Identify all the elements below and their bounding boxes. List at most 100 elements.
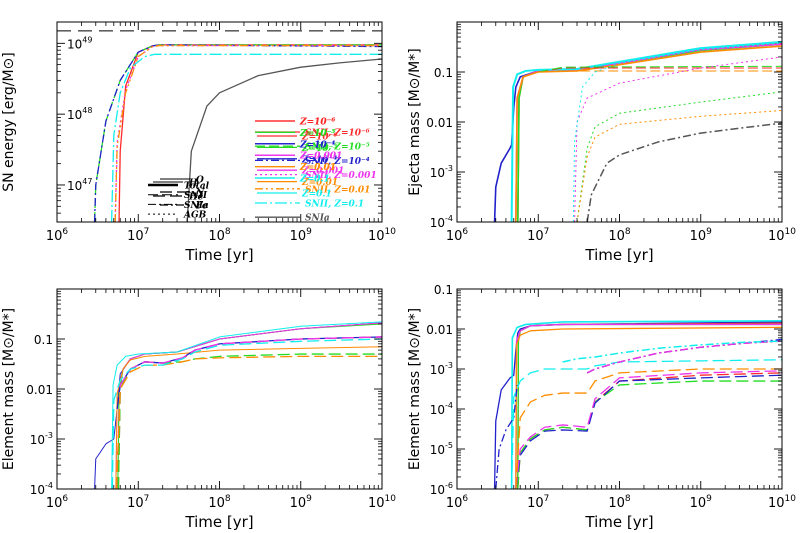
series-line [117, 323, 382, 489]
chart-ejecta-mass: 106 107 108 109 1010 10-4 10-3 0.01 0.1 Time [yr]… [148, 21, 796, 264]
legend-label: Z=0.1 [299, 175, 330, 185]
x-tick-label: 106 [46, 227, 69, 244]
x-tick-label: 107 [527, 227, 549, 244]
y-axis-label: Element mass [M⊙/M*] [1, 308, 17, 470]
x-tick-label: 107 [127, 494, 149, 511]
plot-frame [456, 21, 783, 223]
x-tick-label: 107 [527, 494, 549, 511]
x-tick-label: 1010 [768, 494, 796, 511]
legend-label: Z=10⁻⁴ [299, 140, 335, 150]
x-tick-label: 106 [446, 227, 469, 244]
series-line [115, 346, 382, 489]
plot-frame [56, 288, 383, 490]
style-legend-label: He [188, 193, 204, 203]
y-tick-label: 10-3 [430, 361, 453, 377]
chart-sn-energy: 106 107 108 109 1010 1047 1048 1049 Time [yr] SN … [1, 21, 396, 264]
series-line [562, 340, 782, 363]
x-tick-label: 108 [608, 494, 631, 511]
y-tick-label: 1049 [67, 35, 92, 51]
series-line [115, 355, 382, 489]
x-tick-label: 106 [46, 494, 69, 511]
series-line [117, 336, 382, 489]
series-line [111, 321, 382, 489]
x-tick-label: 109 [690, 494, 713, 511]
series-line [110, 53, 382, 222]
legend-label: Z=10⁻⁴ [301, 155, 337, 165]
legend-label: Z=0.01 [299, 163, 336, 173]
series-line [572, 42, 782, 222]
style-legend-label: AGB [183, 211, 207, 221]
y-axis-label: Ejecta mass [M⊙/M*] [407, 48, 423, 195]
legend-label: SNII, Z=10⁻⁶ [305, 129, 370, 139]
series-line [538, 70, 782, 73]
x-tick-label: 1010 [368, 227, 396, 244]
legend-label: SNII, Z=0.01 [305, 185, 370, 195]
x-tick-label: 106 [446, 494, 469, 511]
series-line [111, 338, 382, 489]
series-line [515, 368, 782, 489]
y-tick-label: 0.01 [426, 323, 453, 337]
y-tick-label: 10-4 [430, 401, 453, 417]
series-line [510, 320, 782, 489]
series-line [495, 384, 518, 489]
series-line [115, 336, 382, 489]
series-line [576, 109, 782, 222]
x-axis-label: Time [yr] [584, 513, 653, 531]
series-line [586, 340, 782, 374]
style-legend-label: O [196, 176, 204, 186]
x-tick-label: 108 [208, 494, 231, 511]
legend-label: Z=0.1 [299, 175, 330, 185]
series-line [510, 359, 782, 489]
y-tick-label: 1047 [67, 177, 92, 193]
y-tick-label: 0.1 [434, 66, 453, 80]
series-line [493, 321, 782, 489]
legend-label: SNIa [305, 214, 330, 224]
series-line [517, 322, 782, 489]
legend-label: Z=0.01 [301, 178, 338, 188]
series-line [517, 372, 782, 489]
x-tick-label: 107 [127, 227, 149, 244]
style-legend-label: Total [184, 182, 210, 192]
legend-label: SNII, Z=0.001 [305, 171, 377, 181]
x-tick-label: 109 [690, 227, 713, 244]
y-axis-label: Element mass [M⊙/M*] [407, 308, 423, 470]
y-axis-label: SN energy [erg/M⊙] [1, 52, 17, 192]
style-legend-label: Fe [195, 202, 208, 212]
y-tick-label: 10-3 [30, 431, 53, 447]
series-line [515, 370, 782, 489]
legend-label: Z=10⁻⁵ [301, 144, 337, 154]
legend-label: Z=10⁻⁵ [299, 129, 335, 139]
y-tick-label: 1048 [67, 106, 92, 122]
legend-label: Z=0.01 [299, 163, 336, 173]
legend-label: SNII, Z=0.1 [305, 200, 364, 210]
series-line [586, 338, 782, 374]
y-tick-label: 0.01 [26, 383, 53, 397]
series-line [117, 353, 382, 489]
legend-label: SNII, Z=10⁻⁵ [305, 143, 370, 153]
y-tick-label: 10-4 [430, 214, 453, 230]
y-tick-label: 10-4 [30, 481, 53, 497]
y-tick-label: 10-3 [430, 164, 453, 180]
legend-label: Z=10⁻⁶ [299, 118, 335, 128]
legend-label: Z=10⁻⁴ [299, 140, 335, 150]
series-line [517, 380, 782, 489]
legend-label: Z=0.1 [301, 190, 332, 200]
y-tick-label: 10-6 [430, 481, 453, 497]
style-legend-label: N [195, 189, 205, 199]
x-axis-label: Time [yr] [584, 246, 653, 264]
legend-label: Z=0.001 [301, 167, 344, 177]
x-tick-label: 109 [290, 494, 313, 511]
style-legend-label: H [188, 179, 198, 189]
style-legend-label: SNII [184, 191, 208, 201]
x-axis-label: Time [yr] [184, 246, 253, 264]
series-line [510, 40, 782, 222]
series-line [586, 122, 782, 222]
series-line [574, 56, 782, 222]
legend-label: Z=10⁻⁵ [299, 129, 335, 139]
series-line [515, 45, 782, 222]
x-tick-label: 109 [290, 227, 313, 244]
plot-frame [456, 288, 783, 490]
series-line [517, 323, 782, 489]
legend-label: Z=0.001 [299, 152, 342, 162]
